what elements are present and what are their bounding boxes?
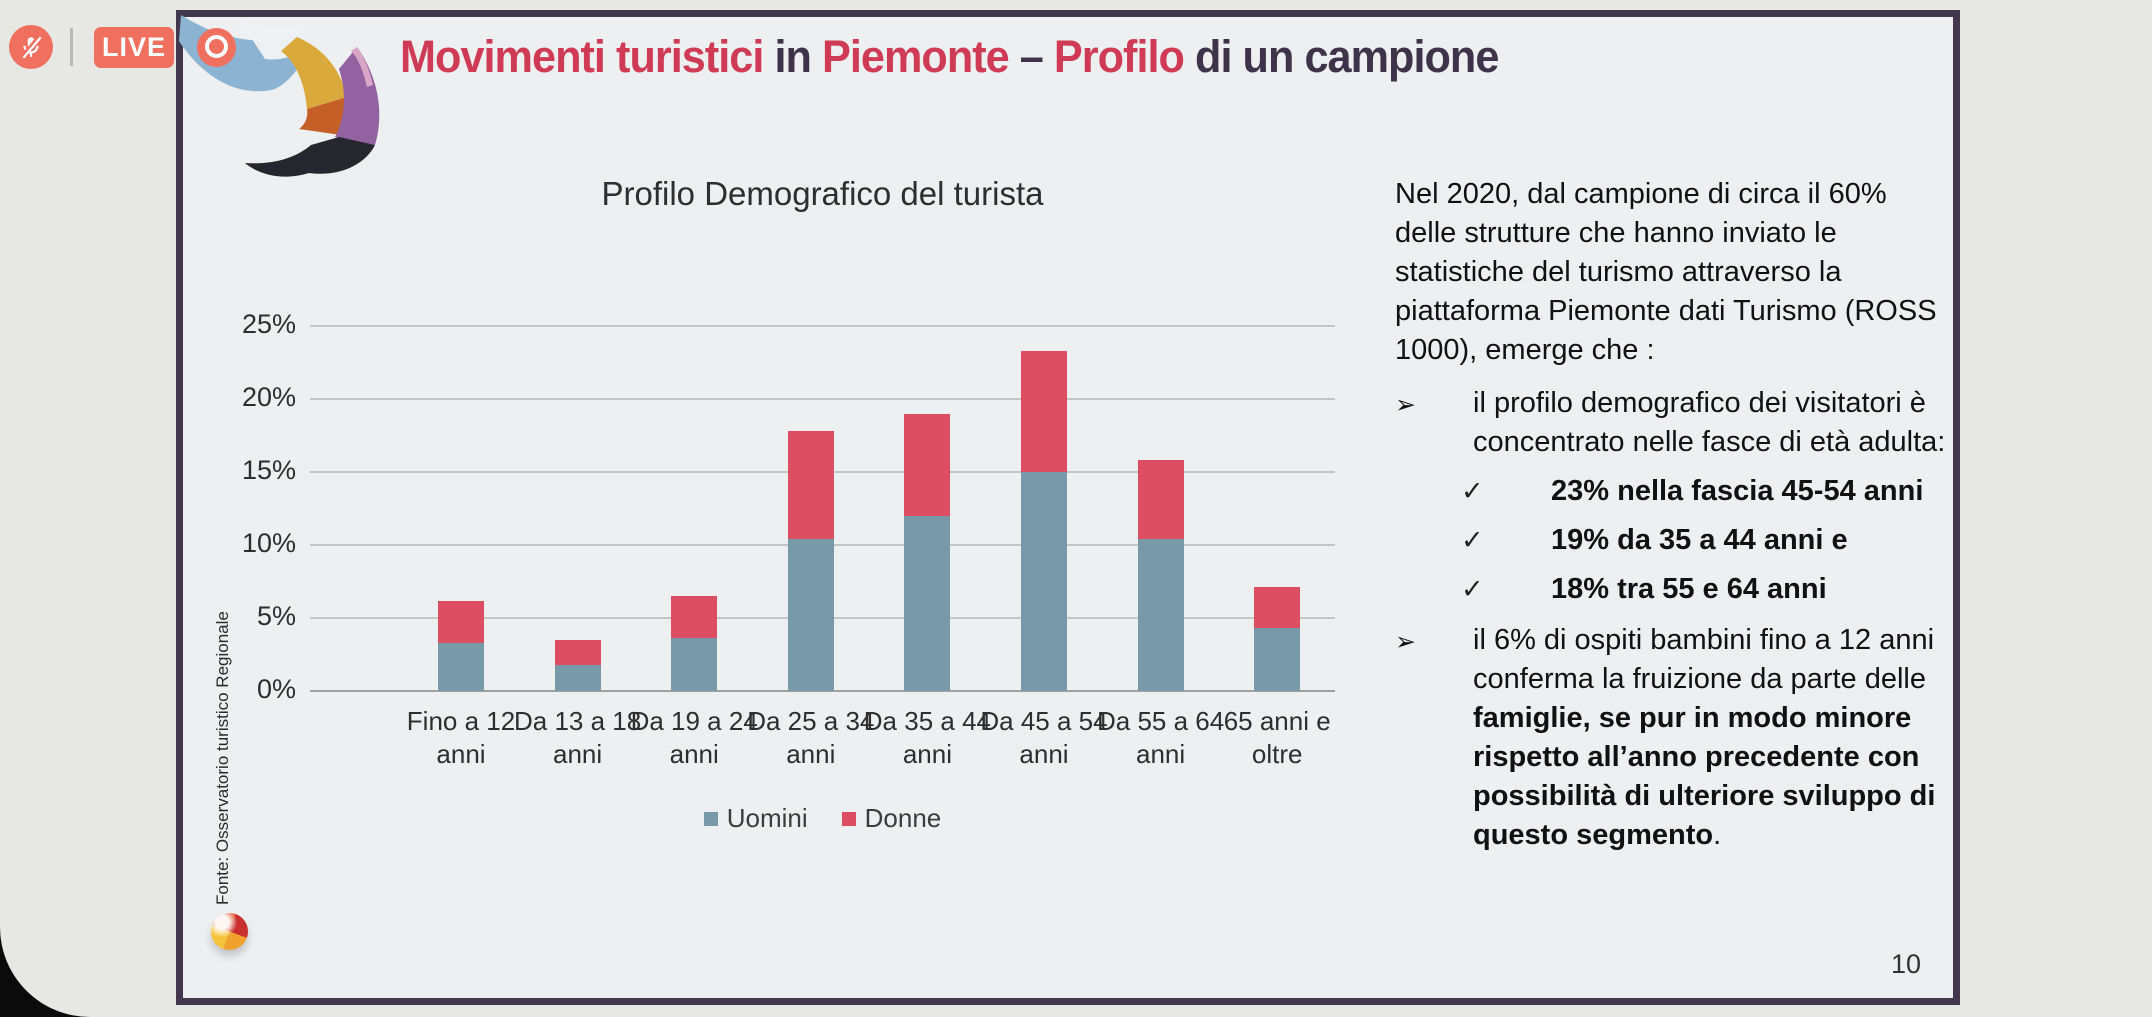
live-badge: LIVE bbox=[94, 27, 174, 68]
bar-segment-uomini bbox=[904, 515, 951, 691]
check-text: 18% tra 55 e 64 anni bbox=[1551, 573, 1827, 605]
player-controls: LIVE bbox=[0, 0, 260, 100]
bar-segment-donne bbox=[904, 413, 951, 516]
check-icon: ✓ bbox=[1461, 574, 1484, 604]
bar-segment-donne bbox=[1254, 587, 1301, 629]
bar-segment-donne bbox=[1137, 460, 1184, 540]
legend-label: Donne bbox=[864, 803, 942, 833]
check-text: 23% nella fascia 45-54 anni bbox=[1551, 475, 1924, 507]
x-axis-category-label: Da 13 a 18 anni bbox=[513, 706, 642, 769]
y-axis-tick-label: 15% bbox=[241, 455, 296, 485]
title-part: in bbox=[763, 31, 822, 82]
bar-segment-donne bbox=[671, 596, 718, 639]
check-icon: ✓ bbox=[1461, 476, 1484, 506]
x-axis-category-label: Da 19 a 24 anni bbox=[630, 706, 758, 769]
controls-divider bbox=[70, 28, 73, 66]
check-text: 19% da 35 a 44 anni e bbox=[1551, 524, 1848, 556]
x-axis-category-label: Da 55 a 64 anni bbox=[1096, 706, 1225, 769]
page-title: Movimenti turistici in Piemonte – Profil… bbox=[400, 31, 1499, 83]
bar-segment-uomini bbox=[1137, 539, 1184, 691]
gridline bbox=[310, 690, 1335, 692]
bar-2 bbox=[554, 639, 601, 691]
intro-paragraph: Nel 2020, dal campione di circa il 60% d… bbox=[1395, 178, 1937, 366]
legend-swatch-icon bbox=[703, 811, 718, 826]
source-note: Fonte: Osservatorio turistico Regionale bbox=[213, 611, 232, 905]
x-axis-category-label: Da 45 a 54 anni bbox=[980, 706, 1108, 769]
bullet-item: ➢ il profilo demografico dei visitatori … bbox=[1395, 384, 1947, 462]
bar-segment-uomini bbox=[554, 664, 601, 691]
recording-indicator-icon bbox=[197, 28, 236, 67]
microphone-muted-icon bbox=[20, 34, 42, 59]
check-icon: ✓ bbox=[1461, 525, 1484, 555]
bar-segment-donne bbox=[1021, 350, 1067, 472]
check-item: ✓ 19% da 35 a 44 anni e bbox=[1395, 521, 1947, 560]
bar-segment-uomini bbox=[671, 638, 718, 691]
title-part: di un campione bbox=[1183, 31, 1499, 82]
bar-4 bbox=[787, 431, 834, 691]
bullet-text-end: . bbox=[1713, 819, 1722, 851]
y-axis-tick-label: 10% bbox=[241, 528, 296, 558]
title-part: Movimenti turistici bbox=[400, 31, 764, 82]
slide-logo bbox=[179, 15, 380, 177]
check-item: ✓ 23% nella fascia 45-54 anni bbox=[1395, 472, 1947, 511]
legend-swatch-icon bbox=[841, 811, 856, 826]
bar-3 bbox=[671, 596, 718, 691]
bar-segment-donne bbox=[554, 639, 601, 665]
microphone-muted-button[interactable] bbox=[9, 25, 53, 69]
legend-item-uomini: Uomini bbox=[703, 803, 808, 834]
legend-label: Uomini bbox=[726, 803, 808, 833]
legend-item-donne: Donne bbox=[841, 803, 942, 834]
x-axis-category-label: Fino a 12 anni bbox=[406, 706, 516, 769]
bar-5 bbox=[904, 413, 951, 691]
title-part: Profilo bbox=[1053, 31, 1185, 82]
gridline bbox=[310, 325, 1335, 327]
commentary-panel: Nel 2020, dal campione di circa il 60% d… bbox=[1395, 175, 1947, 855]
chart-title: Profilo Demografico del turista bbox=[601, 175, 1044, 212]
y-axis-tick-label: 20% bbox=[241, 382, 296, 412]
gridline bbox=[310, 398, 1335, 400]
x-axis-category-label: Da 25 a 34 anni bbox=[747, 706, 875, 769]
title-part: Piemonte bbox=[821, 31, 1010, 82]
y-axis-tick-label: 5% bbox=[256, 601, 296, 631]
bullet-text-bold: famiglie, se pur in modo minore rispetto… bbox=[1473, 702, 1936, 851]
y-axis-tick-label: 0% bbox=[256, 674, 296, 704]
bar-segment-uomini bbox=[1021, 472, 1067, 691]
bullet-text: il 6% di ospiti bambini fino a 12 anni c… bbox=[1473, 621, 1947, 855]
bar-7 bbox=[1137, 460, 1184, 691]
bar-1 bbox=[438, 600, 484, 691]
bar-segment-donne bbox=[438, 600, 484, 643]
bar-segment-donne bbox=[787, 431, 834, 540]
slide: Movimenti turistici in Piemonte – Profil… bbox=[176, 10, 1960, 1005]
bar-segment-uomini bbox=[438, 642, 484, 691]
x-axis-category-label: 65 anni e oltre bbox=[1223, 706, 1331, 769]
bullet-text-normal: il 6% di ospiti bambini fino a 12 anni c… bbox=[1473, 624, 1935, 695]
bullet-item: ➢ il 6% di ospiti bambini fino a 12 anni… bbox=[1395, 621, 1947, 855]
bar-segment-uomini bbox=[1254, 628, 1301, 691]
bar-segment-uomini bbox=[787, 539, 834, 691]
y-axis-tick-label: 25% bbox=[241, 309, 296, 339]
bar-8 bbox=[1254, 587, 1301, 691]
title-part: – bbox=[1008, 31, 1054, 82]
bullet-text: il profilo demografico dei visitatori è … bbox=[1473, 387, 1946, 458]
bar-6 bbox=[1021, 350, 1067, 691]
x-axis-category-label: Da 35 a 44 anni bbox=[863, 706, 991, 769]
page-number: 10 bbox=[1890, 949, 1921, 979]
arrow-bullet-icon: ➢ bbox=[1395, 628, 1416, 656]
arrow-bullet-icon: ➢ bbox=[1395, 391, 1416, 419]
stacked-bar-chart: 0% 5% 10% 15% 20% 25% Fino a 12 anni Da 13 a 18… bbox=[242, 309, 1335, 769]
check-item: ✓ 18% tra 55 e 64 anni bbox=[1395, 570, 1947, 609]
publisher-logo bbox=[211, 913, 248, 950]
chart-legend: Uomini Donne bbox=[310, 803, 1335, 834]
